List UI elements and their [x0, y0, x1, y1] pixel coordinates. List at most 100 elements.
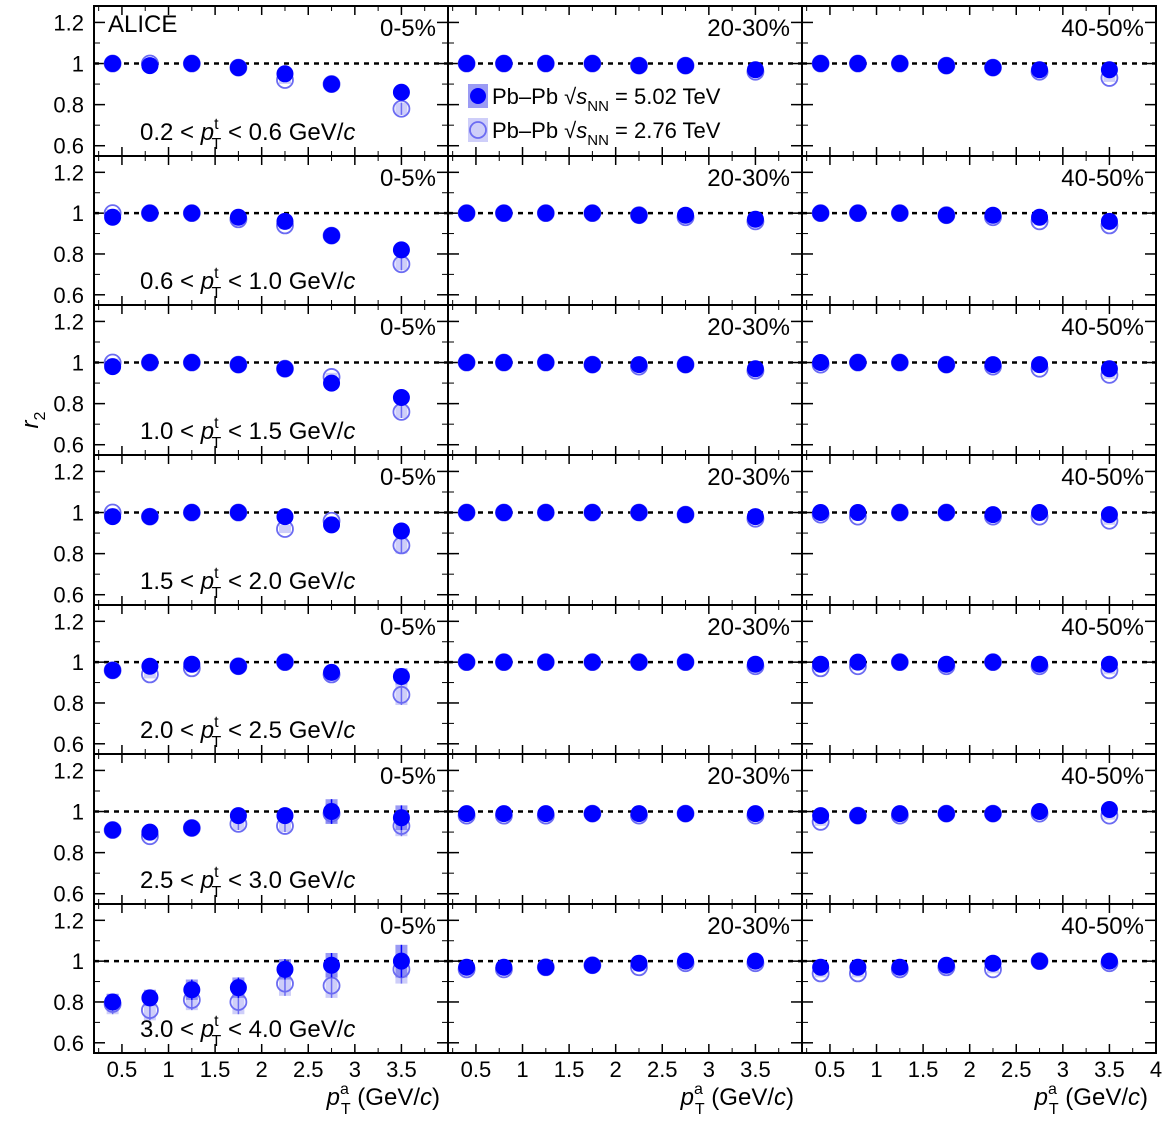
- centrality-label: 40-50%: [1061, 165, 1144, 192]
- centrality-label: 40-50%: [1061, 314, 1144, 341]
- marker-5tev: [630, 954, 648, 972]
- syst-band: [278, 524, 291, 534]
- y-tick-label: 0.8: [53, 392, 84, 417]
- y-axis-title: r2: [17, 411, 49, 428]
- centrality-label: 0-5%: [380, 614, 436, 641]
- legend-entry: Pb–Pb √sNN = 5.02 TeV: [492, 84, 721, 115]
- y-tick-label: 0.6: [53, 583, 84, 608]
- y-tick-label: 0.8: [53, 542, 84, 567]
- marker-5tev: [746, 360, 764, 378]
- marker-5tev: [630, 356, 648, 374]
- panel-r5-c0: 0-5% 2.5 < pt T < 3.0 GeV/c: [93, 753, 449, 905]
- panel-r4-c2: 40-50%: [801, 604, 1157, 755]
- panel-r6-c1: 20-30%: [447, 903, 803, 1054]
- marker-5tev: [537, 958, 555, 976]
- marker-5tev: [746, 61, 764, 79]
- marker-5tev: [1100, 506, 1118, 524]
- y-tick-label: 0.8: [53, 93, 84, 118]
- marker-5tev: [630, 57, 648, 75]
- marker-5tev: [276, 508, 294, 526]
- panel-r2-c0: 0-5% 1.0 < pt T < 1.5 GeV/c: [93, 304, 449, 456]
- y-tick-label: 1: [72, 351, 84, 376]
- y-tick-label: 1: [72, 52, 84, 77]
- experiment-label: ALICE: [108, 11, 177, 38]
- marker-5tev: [746, 210, 764, 228]
- marker-5tev: [1031, 208, 1049, 226]
- marker-5tev: [984, 356, 1002, 374]
- marker-5tev: [677, 805, 695, 823]
- marker-5tev: [104, 993, 122, 1011]
- x-axis-title: pa T (GeV/c): [1034, 1081, 1148, 1118]
- marker-5tev: [141, 354, 159, 372]
- marker-5tev: [937, 504, 955, 522]
- centrality-label: 20-30%: [707, 314, 790, 341]
- x-tick-label: 2: [610, 1057, 622, 1082]
- marker-5tev: [1031, 803, 1049, 821]
- marker-5tev: [984, 805, 1002, 823]
- marker-5tev: [537, 805, 555, 823]
- marker-5tev: [984, 954, 1002, 972]
- marker-5tev: [677, 506, 695, 524]
- marker-5tev: [891, 504, 909, 522]
- marker-5tev: [458, 354, 476, 372]
- marker-5tev: [495, 653, 513, 671]
- marker-5tev: [937, 655, 955, 673]
- marker-5tev: [392, 241, 410, 259]
- x-tick-label: 3.5: [386, 1057, 417, 1082]
- y-tick-label: 1: [72, 800, 84, 825]
- marker-5tev: [630, 504, 648, 522]
- centrality-label: 20-30%: [707, 614, 790, 641]
- x-tick-label: 2.5: [293, 1057, 324, 1082]
- y-tick-label: 0.8: [53, 990, 84, 1015]
- legend-marker-2tev: [469, 121, 487, 139]
- panel-r3-c0: 0-5% 1.5 < pt T < 2.0 GeV/c: [93, 454, 449, 606]
- marker-5tev: [141, 989, 159, 1007]
- centrality-label: 20-30%: [707, 763, 790, 790]
- y-tick-label: 1.2: [53, 309, 84, 334]
- x-tick-label: 3: [703, 1057, 715, 1082]
- centrality-label: 20-30%: [707, 913, 790, 940]
- x-tick-label: 0.5: [107, 1057, 138, 1082]
- marker-5tev: [812, 807, 830, 825]
- marker-5tev: [746, 655, 764, 673]
- y-tick-label: 1.2: [53, 609, 84, 634]
- marker-5tev: [937, 356, 955, 374]
- marker-5tev: [229, 979, 247, 997]
- marker-5tev: [458, 504, 476, 522]
- panel-r3-c2: 40-50%: [801, 454, 1157, 606]
- marker-5tev: [630, 206, 648, 224]
- marker-5tev: [583, 356, 601, 374]
- y-tick-label: 1: [72, 201, 84, 226]
- marker-5tev: [1100, 952, 1118, 970]
- marker-5tev: [891, 958, 909, 976]
- marker-5tev: [937, 206, 955, 224]
- marker-5tev: [849, 504, 867, 522]
- marker-5tev: [746, 805, 764, 823]
- pt-bin-label: 1.0 < pt T < 1.5 GeV/c: [140, 415, 355, 452]
- marker-5tev: [583, 55, 601, 73]
- marker-5tev: [104, 208, 122, 226]
- marker-5tev: [276, 653, 294, 671]
- panel-frame: [801, 903, 1157, 1054]
- marker-5tev: [229, 807, 247, 825]
- marker-2tev: [322, 976, 341, 995]
- marker-5tev: [537, 653, 555, 671]
- y-tick-label: 1: [72, 501, 84, 526]
- marker-5tev: [583, 805, 601, 823]
- marker-5tev: [812, 655, 830, 673]
- marker-5tev: [495, 354, 513, 372]
- y-tick-label: 1: [72, 949, 84, 974]
- marker-5tev: [141, 57, 159, 75]
- marker-5tev: [746, 508, 764, 526]
- marker-5tev: [323, 803, 341, 821]
- legend-entry: Pb–Pb √sNN = 2.76 TeV: [492, 118, 721, 149]
- panel-r1-c0: 0-5% 0.6 < pt T < 1.0 GeV/c: [93, 155, 449, 306]
- centrality-label: 0-5%: [380, 165, 436, 192]
- y-tick-label: 0.6: [53, 1031, 84, 1056]
- marker-5tev: [677, 206, 695, 224]
- panel-r6-c0: 0-5% 3.0 < pt T < 4.0 GeV/c: [93, 903, 449, 1054]
- x-tick-label: 0.5: [815, 1057, 846, 1082]
- centrality-label: 0-5%: [380, 15, 436, 42]
- panel-r3-c1: 20-30%: [447, 454, 803, 606]
